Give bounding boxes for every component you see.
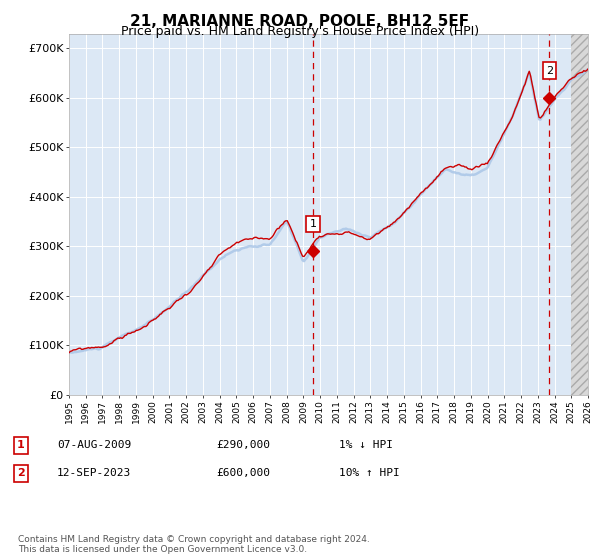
Text: 1: 1 [17, 440, 25, 450]
Text: 2: 2 [17, 468, 25, 478]
Text: 07-AUG-2009: 07-AUG-2009 [57, 440, 131, 450]
Bar [571, 34, 588, 395]
Text: 1: 1 [310, 219, 317, 229]
Text: £600,000: £600,000 [216, 468, 270, 478]
Text: £290,000: £290,000 [216, 440, 270, 450]
Text: 10% ↑ HPI: 10% ↑ HPI [339, 468, 400, 478]
Text: 12-SEP-2023: 12-SEP-2023 [57, 468, 131, 478]
Text: 21, MARIANNE ROAD, POOLE, BH12 5EF: 21, MARIANNE ROAD, POOLE, BH12 5EF [130, 14, 470, 29]
Text: Price paid vs. HM Land Registry's House Price Index (HPI): Price paid vs. HM Land Registry's House … [121, 25, 479, 38]
Text: Contains HM Land Registry data © Crown copyright and database right 2024.
This d: Contains HM Land Registry data © Crown c… [18, 535, 370, 554]
Text: 2: 2 [546, 66, 553, 76]
Text: 1% ↓ HPI: 1% ↓ HPI [339, 440, 393, 450]
